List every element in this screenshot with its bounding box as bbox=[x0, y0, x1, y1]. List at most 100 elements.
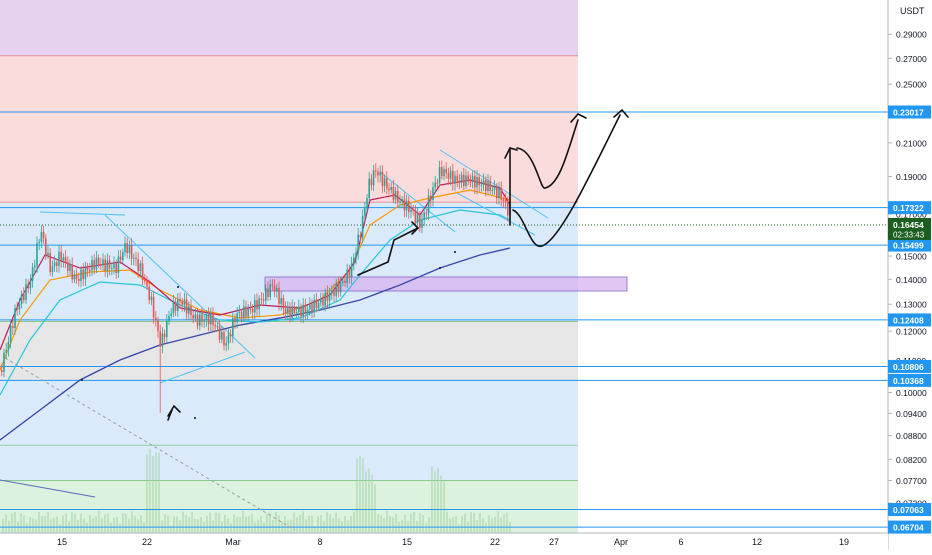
horizontal-levels bbox=[0, 111, 888, 528]
candle bbox=[498, 188, 500, 199]
y-tick-label: 0.21000 bbox=[896, 138, 927, 148]
volume-bar bbox=[437, 467, 439, 533]
candle bbox=[265, 288, 267, 301]
candle bbox=[335, 282, 337, 296]
candle bbox=[344, 280, 346, 284]
volume-bar bbox=[137, 519, 139, 533]
volume-bar bbox=[359, 455, 361, 533]
candle bbox=[430, 195, 432, 201]
candle bbox=[379, 171, 381, 176]
candle bbox=[355, 252, 357, 258]
volume-bar bbox=[350, 516, 352, 533]
candle bbox=[29, 281, 32, 289]
volume-bar bbox=[236, 516, 238, 533]
x-tick-label: 22 bbox=[490, 537, 500, 547]
candle bbox=[111, 268, 113, 270]
candle bbox=[139, 263, 142, 272]
candle bbox=[280, 297, 282, 304]
candle bbox=[73, 274, 76, 280]
volume-bar bbox=[371, 474, 373, 533]
marker-label-7: 0.06704 bbox=[893, 523, 924, 533]
volume-bar bbox=[152, 455, 154, 533]
volume-bar bbox=[182, 511, 184, 533]
volume-bar bbox=[446, 511, 448, 533]
candle bbox=[313, 299, 315, 313]
marker-label-4: 0.10806 bbox=[893, 362, 924, 372]
candle bbox=[449, 170, 452, 179]
volume-bar bbox=[290, 519, 292, 533]
volume-bar bbox=[305, 519, 307, 533]
candle bbox=[207, 314, 210, 325]
x-tick-label: 15 bbox=[402, 537, 412, 547]
candle bbox=[238, 311, 241, 314]
candle bbox=[31, 267, 34, 282]
candle bbox=[155, 317, 157, 321]
candle bbox=[302, 304, 304, 317]
candle bbox=[12, 325, 14, 328]
volume-bar bbox=[146, 454, 148, 533]
volume-bar bbox=[401, 519, 403, 533]
marker-label-5: 0.10368 bbox=[893, 376, 924, 386]
volume-bar bbox=[497, 511, 499, 533]
candle bbox=[295, 312, 298, 314]
volume-bar bbox=[449, 518, 451, 533]
candle bbox=[104, 259, 106, 271]
candle bbox=[245, 306, 247, 317]
volume-bar bbox=[344, 516, 346, 533]
candle bbox=[117, 256, 120, 273]
candle bbox=[403, 199, 406, 211]
candle bbox=[337, 282, 340, 293]
candle bbox=[383, 178, 386, 186]
volume-bar bbox=[278, 515, 280, 533]
candle bbox=[214, 325, 216, 327]
candle bbox=[130, 245, 133, 259]
arrow-small-stem bbox=[167, 409, 173, 421]
volume-bar bbox=[44, 515, 46, 533]
arrow-head-1 bbox=[411, 221, 420, 235]
current-tag bbox=[888, 217, 931, 240]
candle bbox=[249, 308, 252, 310]
marker-tag-1 bbox=[888, 201, 931, 215]
dot bbox=[439, 267, 441, 269]
candle bbox=[75, 274, 78, 279]
x-tick-label: 22 bbox=[142, 537, 152, 547]
volume-bar bbox=[503, 514, 505, 533]
volume-bar bbox=[65, 513, 67, 533]
candle bbox=[221, 332, 223, 340]
candle bbox=[408, 200, 410, 213]
candle bbox=[414, 210, 417, 223]
candle bbox=[478, 177, 480, 186]
volume-bar bbox=[29, 517, 31, 533]
candle bbox=[496, 187, 498, 199]
candle bbox=[491, 189, 494, 192]
currency-label: USDT bbox=[900, 6, 925, 16]
volume-bar bbox=[179, 519, 181, 533]
y-tick-label: 0.07700 bbox=[896, 476, 927, 486]
volume-bar bbox=[509, 522, 511, 533]
candle bbox=[254, 300, 256, 313]
volume-bar bbox=[494, 516, 496, 533]
candle bbox=[392, 186, 395, 200]
candle bbox=[38, 241, 40, 244]
volume-bar bbox=[338, 518, 340, 533]
volume-bar bbox=[35, 519, 37, 533]
volume-bar bbox=[491, 518, 493, 533]
y-tick-label: 0.14000 bbox=[896, 275, 927, 285]
volume-bar bbox=[425, 523, 427, 533]
candle bbox=[67, 261, 69, 271]
candle bbox=[1, 370, 3, 372]
candle bbox=[218, 326, 221, 340]
volume-bar bbox=[230, 523, 232, 533]
candle bbox=[262, 299, 265, 301]
candle bbox=[421, 219, 423, 228]
x-tick-label: 19 bbox=[839, 537, 849, 547]
candle bbox=[260, 298, 263, 300]
dot bbox=[194, 417, 196, 419]
current-price-label: 0.16454 bbox=[893, 220, 924, 230]
candle bbox=[199, 314, 201, 326]
candle bbox=[14, 308, 16, 328]
volume-bar bbox=[257, 519, 259, 533]
marker-label-1: 0.17322 bbox=[893, 203, 924, 213]
arrow-up-1 bbox=[357, 227, 419, 276]
